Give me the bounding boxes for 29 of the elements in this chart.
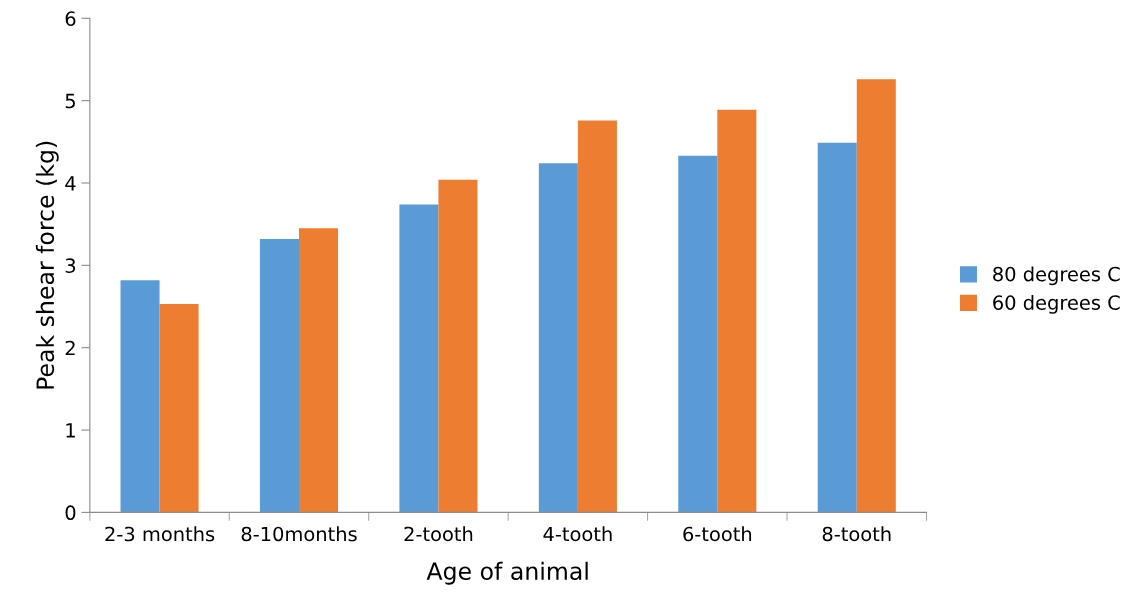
y-tick-label: 3 [65,258,76,274]
y-tick-label: 1 [66,423,75,438]
bar [577,120,617,513]
bar [299,228,339,513]
bar [438,179,478,513]
bar [856,79,896,513]
y-tick-label: 4 [65,176,76,191]
x-tick-label: 2-3 months [105,526,215,542]
x-tick-label: 8-10months [241,526,357,542]
legend-label: 80 degrees C [993,266,1120,286]
bar [717,109,757,513]
bar [817,142,857,513]
y-tick-label: 5 [65,93,75,109]
x-axis-title: Age of animal [426,561,588,585]
bar [678,155,718,513]
legend-label: 60 degrees C [993,294,1120,314]
x-tick-label: 4-tooth [543,526,612,542]
y-tick-label: 2 [65,340,75,356]
bar [159,304,199,513]
bar [120,280,160,513]
x-tick-label: 6-tooth [683,526,752,542]
x-tick-label: 2-tooth [404,526,473,542]
y-tick-label: 6 [65,11,76,26]
bar [399,204,439,513]
y-tick-label: 0 [65,505,76,521]
bar [259,239,299,513]
bar [538,163,578,513]
x-tick-label: 8-tooth [822,526,891,542]
y-axis-title: Peak shear force (kg) [35,141,59,389]
